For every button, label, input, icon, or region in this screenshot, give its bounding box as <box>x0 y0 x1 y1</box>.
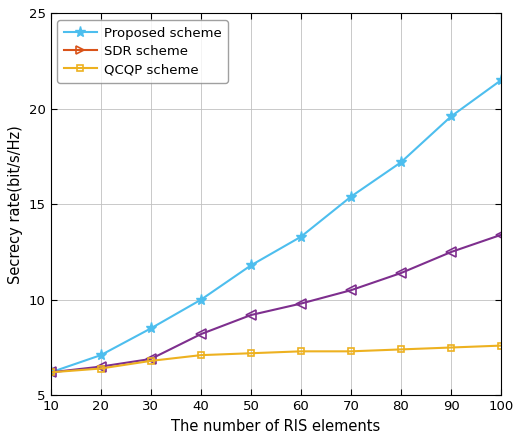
Proposed scheme <box>198 297 204 302</box>
Proposed scheme <box>298 234 304 240</box>
QCQP scheme <box>48 370 54 375</box>
SDR scheme <box>398 271 404 276</box>
QCQP scheme <box>448 345 454 350</box>
QCQP scheme <box>148 358 154 363</box>
Proposed scheme <box>48 370 54 375</box>
QCQP scheme <box>398 347 404 352</box>
Proposed scheme <box>148 326 154 331</box>
Legend: Proposed scheme, SDR scheme, QCQP scheme: Proposed scheme, SDR scheme, QCQP scheme <box>57 20 228 83</box>
SDR scheme <box>198 332 204 337</box>
SDR scheme <box>348 288 354 293</box>
QCQP scheme <box>98 366 104 371</box>
Line: Proposed scheme: Proposed scheme <box>45 75 506 378</box>
Y-axis label: Secrecy rate(bit/s/Hz): Secrecy rate(bit/s/Hz) <box>8 125 23 284</box>
QCQP scheme <box>248 351 254 356</box>
X-axis label: The number of RIS elements: The number of RIS elements <box>171 419 381 434</box>
SDR scheme <box>48 370 54 375</box>
SDR scheme <box>448 249 454 255</box>
QCQP scheme <box>348 349 354 354</box>
Proposed scheme <box>248 263 254 268</box>
SDR scheme <box>498 232 504 237</box>
Proposed scheme <box>448 114 454 119</box>
SDR scheme <box>298 301 304 306</box>
Line: QCQP scheme: QCQP scheme <box>48 342 505 376</box>
Proposed scheme <box>398 160 404 165</box>
Proposed scheme <box>498 77 504 83</box>
Line: SDR scheme: SDR scheme <box>46 230 506 377</box>
Proposed scheme <box>348 194 354 199</box>
QCQP scheme <box>498 343 504 348</box>
QCQP scheme <box>198 353 204 358</box>
Proposed scheme <box>98 353 104 358</box>
SDR scheme <box>98 364 104 369</box>
SDR scheme <box>248 312 254 318</box>
SDR scheme <box>148 356 154 362</box>
QCQP scheme <box>298 349 304 354</box>
